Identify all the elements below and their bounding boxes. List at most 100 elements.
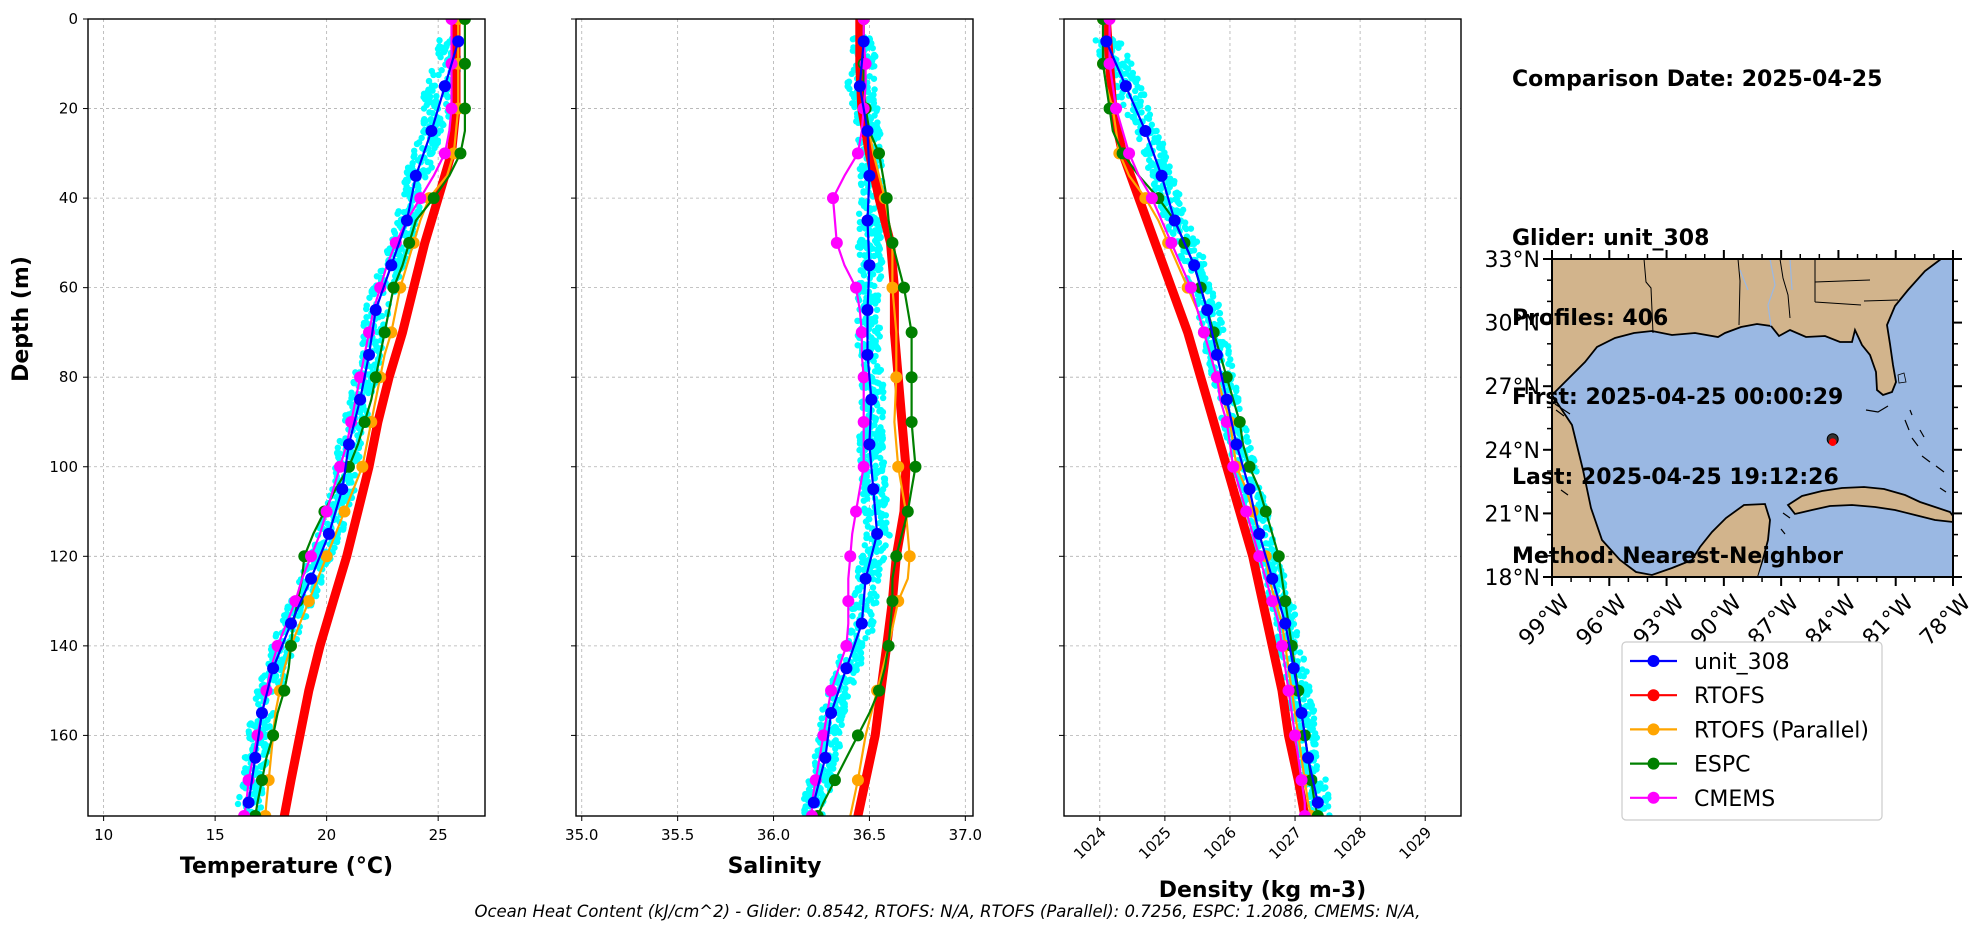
glider-scatter-point (854, 317, 861, 325)
series-marker-unit-308 (305, 572, 318, 585)
glider-scatter-point (856, 251, 864, 258)
legend-label-cmems: CMEMS (1694, 787, 1775, 812)
panel-density-kg-m-3: 1024 1025 1026 1027 1028 1029 Density (kg m-3) (1059, 18, 1462, 903)
series-marker-unit-308 (1287, 662, 1300, 675)
series-marker-espc (458, 57, 471, 70)
glider-scatter-point (879, 486, 887, 493)
glider-scatter-point (431, 99, 439, 106)
glider-scatter-point (1128, 74, 1135, 81)
y-tick-label: 120 (49, 547, 78, 565)
glider-name: Glider: unit_308 (1512, 226, 1710, 251)
glider-scatter-point (371, 362, 378, 369)
series-marker-unit-308 (409, 169, 422, 182)
glider-scatter-point (1299, 666, 1306, 673)
glider-scatter-point (360, 319, 368, 327)
glider-scatter-point (1326, 812, 1333, 816)
series-marker-unit-308 (322, 527, 335, 540)
glider-scatter-point (1300, 696, 1307, 703)
x-axis-label: Density (kg m-3) (1159, 878, 1367, 903)
glider-scatter-point (874, 240, 881, 247)
glider-scatter-point (872, 462, 879, 470)
glider-scatter-point (1136, 135, 1143, 143)
glider-scatter-point (871, 86, 878, 93)
series-marker-espc (880, 192, 893, 205)
glider-scatter-point (866, 96, 873, 104)
glider-scatter-point (1138, 85, 1145, 92)
glider-scatter-point (354, 456, 361, 464)
series-marker-espc (403, 236, 416, 249)
glider-scatter-point (874, 329, 881, 337)
glider-scatter-point (854, 243, 862, 251)
glider-scatter-point (272, 673, 279, 681)
glider-scatter-point (841, 700, 848, 708)
glider-scatter-point (879, 394, 887, 402)
x-tick-label: 1026 (1200, 823, 1240, 863)
x-tick-label: 1027 (1265, 823, 1305, 863)
series-marker-espc (1233, 415, 1246, 428)
glider-scatter-point (886, 532, 893, 539)
glider-scatter-point (849, 612, 856, 620)
series-marker-espc (369, 371, 382, 384)
series-marker-unit-308 (861, 214, 874, 227)
series-marker-cmems (414, 192, 427, 205)
glider-scatter-point (882, 542, 889, 549)
glider-scatter-point (881, 500, 888, 507)
glider-scatter-point (849, 36, 857, 43)
series-marker-espc (1243, 460, 1256, 473)
glider-scatter-point (1150, 181, 1158, 188)
glider-scatter-point (434, 137, 442, 144)
series-marker-cmems (1197, 326, 1210, 339)
series-marker-cmems (1103, 19, 1116, 25)
legend: unit_308 RTOFS RTOFS (Parallel) ESPC CMEMS (1621, 641, 1883, 821)
glider-scatter-point (1172, 196, 1179, 203)
glider-scatter-point (875, 426, 882, 433)
glider-scatter-point (852, 589, 859, 596)
glider-scatter-point (879, 413, 886, 421)
y-tick-label: 0 (68, 10, 78, 28)
series-marker-cmems (1276, 639, 1289, 652)
series-marker-cmems (844, 550, 857, 563)
glider-scatter-point (1271, 566, 1278, 573)
method: Method: Nearest-Neighbor (1512, 544, 1843, 569)
glider-scatter-point (876, 275, 883, 283)
series-marker-unit-308 (438, 80, 451, 93)
glider-scatter-point (869, 627, 876, 634)
glider-scatter-point (1309, 725, 1317, 733)
series-marker-unit-308 (336, 483, 349, 496)
glider-scatter-point (1302, 687, 1309, 694)
glider-scatter-point (850, 94, 858, 101)
glider-scatter-point (394, 210, 401, 217)
glider-scatter-point (1322, 776, 1329, 783)
glider-scatter-point (860, 497, 868, 504)
glider-scatter-point (1245, 446, 1252, 454)
glider-scatter-point (861, 542, 868, 549)
y-tick-label: 20 (59, 100, 78, 118)
series-marker-espc (897, 281, 910, 294)
glider-scatter-point (368, 289, 375, 296)
series-marker-cmems (251, 729, 264, 742)
series-marker-cmems (1298, 810, 1311, 816)
series-marker-espc (886, 236, 899, 249)
glider-scatter-point (348, 392, 356, 399)
series-marker-unit-308 (1155, 169, 1168, 182)
x-tick-label: 1028 (1330, 823, 1370, 863)
series-marker-cmems (438, 147, 451, 160)
glider-scatter-point (284, 605, 291, 613)
map-lat-label: 18°N (1485, 566, 1540, 591)
series-line-unit-308 (247, 40, 460, 804)
glider-scatter-point (1250, 456, 1257, 463)
glider-scatter-point (366, 294, 373, 301)
x-tick-label: 1025 (1135, 823, 1175, 863)
axes-frame (87, 18, 486, 817)
glider-scatter-point (379, 312, 386, 320)
glider-scatter-point (425, 77, 433, 85)
series-marker-espc (1259, 505, 1272, 518)
glider-scatter-point (862, 634, 869, 642)
glider-scatter-point (424, 90, 431, 98)
series-line-rtofs (1101, 19, 1310, 816)
plot-area (1092, 19, 1333, 816)
glider-scatter-point (1289, 613, 1296, 620)
series-marker-unit-308 (857, 35, 870, 48)
glider-scatter-point (1187, 225, 1195, 232)
glider-scatter-point (865, 510, 872, 517)
